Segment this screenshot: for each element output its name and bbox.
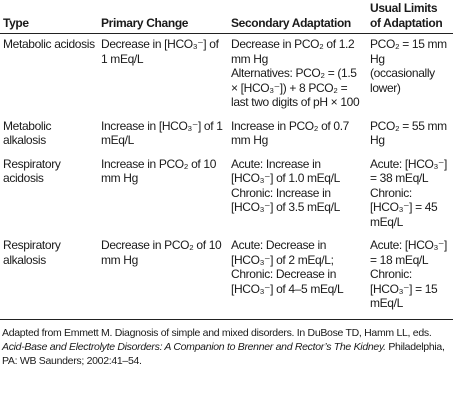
table-cell: Acute: [HCO₃⁻] = 38 mEq/L Chronic: [HCO₃⁻… — [367, 154, 453, 236]
table-cell: PCO₂ = 55 mm Hg — [367, 116, 453, 154]
header-cell: Type — [0, 0, 98, 34]
cell-text: Respiratory acidosis — [3, 156, 61, 186]
table-cell: Acute: Increase in [HCO₃⁻] of 1.0 mEq/L C… — [228, 154, 367, 236]
header-cell: Usual Limits of Adaptation — [367, 0, 453, 34]
table-body: Metabolic acidosis Decrease in [HCO₃⁻] of… — [0, 34, 453, 320]
document: Type Primary Change Secondary Adaptation Us… — [0, 0, 453, 368]
cell-text: Decrease in PCO₂ of 1.2 mm Hg — [231, 37, 355, 66]
footnote-text: Adapted from Emmett M. Diagnosis of simp… — [2, 326, 432, 339]
cell-text: PCO₂ = 15 mm Hg (occasionally lower) — [370, 37, 447, 95]
header-cell: Secondary Adaptation — [228, 0, 367, 34]
cell-text: Acute: [HCO₃⁻] = 38 mEq/L — [370, 156, 448, 186]
table-row: Metabolic acidosis Decrease in [HCO₃⁻] of… — [0, 34, 453, 116]
cell-text: Increase in PCO₂ of 0.7 mm Hg — [231, 118, 350, 148]
cell-text: Acute: [HCO₃⁻] = 18 mEq/L — [370, 238, 448, 267]
table-cell: PCO₂ = 15 mm Hg (occasionally lower) — [367, 34, 453, 116]
cell-text: Chronic: [HCO₃⁻] = 45 mEq/L — [370, 185, 438, 229]
table-row: Respiratory acidosis Increase in PCO₂ of … — [0, 154, 453, 236]
cell-text: Chronic: Increase in [HCO₃⁻] of 3.5 mEq/… — [231, 185, 340, 215]
table-cell: Metabolic acidosis — [0, 34, 98, 116]
cell-text: Metabolic acidosis — [3, 37, 95, 51]
footnote-text: Philadelphia, PA: WB Saunders; 2002:41–5… — [2, 340, 445, 367]
table-row: Metabolic alkalosis Increase in [HCO₃⁻] o… — [0, 116, 453, 154]
cell-text: Chronic: Decrease in [HCO₃⁻] of 4–5 mEq/… — [231, 267, 344, 296]
table: Type Primary Change Secondary Adaptation Us… — [0, 0, 453, 320]
table-cell: Increase in PCO₂ of 10 mm Hg — [98, 154, 228, 236]
cell-text: PCO₂ = 55 mm Hg — [370, 118, 447, 148]
cell-text: Increase in [HCO₃⁻] of 1 mEq/L — [101, 118, 223, 148]
footnote: Adapted from Emmett M. Diagnosis of simp… — [0, 320, 453, 368]
cell-text: Respiratory alkalosis — [3, 238, 61, 267]
table-cell: Decrease in PCO₂ of 10 mm Hg — [98, 235, 228, 320]
table-cell: Acute: Decrease in [HCO₃⁻] of 2 mEq/L; Ch… — [228, 235, 367, 320]
header-cell: Primary Change — [98, 0, 228, 34]
table-cell: Respiratory alkalosis — [0, 235, 98, 320]
table-cell: Decrease in [HCO₃⁻] of 1 mEq/L — [98, 34, 228, 116]
cell-text: Alternatives: PCO₂ = (1.5 × [HCO₃⁻]) + 8… — [231, 66, 360, 109]
cell-text: Decrease in PCO₂ of 10 mm Hg — [101, 238, 222, 267]
table-cell: Respiratory acidosis — [0, 154, 98, 236]
cell-text: Metabolic alkalosis — [3, 118, 52, 148]
table-cell: Metabolic alkalosis — [0, 116, 98, 154]
cell-text: Decrease in [HCO₃⁻] of 1 mEq/L — [101, 37, 219, 66]
table-row: Respiratory alkalosis Decrease in PCO₂ of… — [0, 235, 453, 320]
cell-text: Chronic: [HCO₃⁻] = 15 mEq/L — [370, 267, 438, 310]
table-cell: Acute: [HCO₃⁻] = 18 mEq/L Chronic: [HCO₃⁻… — [367, 235, 453, 320]
table-cell: Increase in [HCO₃⁻] of 1 mEq/L — [98, 116, 228, 154]
table-cell: Increase in PCO₂ of 0.7 mm Hg — [228, 116, 367, 154]
header-row: Type Primary Change Secondary Adaptation Us… — [0, 0, 453, 34]
cell-text: Acute: Decrease in [HCO₃⁻] of 2 mEq/L; — [231, 238, 334, 267]
footnote-title: Acid-Base and Electrolyte Disorders: A C… — [2, 340, 386, 353]
cell-text: Acute: Increase in [HCO₃⁻] of 1.0 mEq/L — [231, 156, 340, 186]
table-cell: Decrease in PCO₂ of 1.2 mm Hg Alternative… — [228, 34, 367, 116]
cell-text: Increase in PCO₂ of 10 mm Hg — [101, 156, 217, 186]
